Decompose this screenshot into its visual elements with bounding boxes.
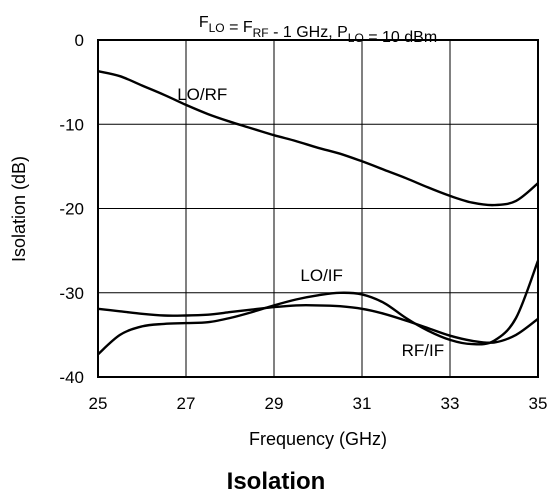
series-label: RF/IF bbox=[402, 341, 445, 360]
title-part: - 1 GHz, P bbox=[269, 24, 348, 41]
title-part: = F bbox=[225, 19, 253, 36]
y-axis-title: Isolation (dB) bbox=[9, 156, 29, 262]
caption: Isolation bbox=[226, 468, 326, 495]
series-line-rf-if bbox=[97, 304, 539, 344]
x-tick-label: 35 bbox=[529, 394, 548, 413]
y-tick-label: -40 bbox=[59, 368, 84, 387]
isolation-chart: FLO = FRF - 1 GHz, PLO = 10 dBm 25 27 29 31… bbox=[9, 14, 547, 449]
tick-labels: 25 27 29 31 33 35 0 -10 -20 -30 -40 bbox=[59, 31, 547, 413]
series-line-lo-rf bbox=[97, 70, 539, 207]
title-part: = 10 dBm bbox=[364, 29, 437, 46]
x-tick-label: 25 bbox=[89, 394, 108, 413]
y-tick-label: -20 bbox=[59, 200, 84, 219]
x-tick-label: 33 bbox=[441, 394, 460, 413]
x-tick-label: 27 bbox=[177, 394, 196, 413]
plot-frame bbox=[97, 39, 539, 378]
series-labels: LO/RF LO/IF RF/IF bbox=[177, 85, 444, 360]
title-subscript: LO bbox=[348, 31, 364, 45]
series-label: LO/RF bbox=[177, 85, 227, 104]
y-tick-label: 0 bbox=[75, 31, 84, 50]
y-tick-label: -30 bbox=[59, 284, 84, 303]
series-line-lo-if bbox=[97, 260, 540, 356]
series-label: LO/IF bbox=[300, 266, 343, 285]
title-subscript: RF bbox=[253, 26, 269, 40]
chart-title: FLO = FRF - 1 GHz, PLO = 10 dBm bbox=[199, 14, 437, 46]
x-tick-label: 29 bbox=[265, 394, 284, 413]
x-axis-title: Frequency (GHz) bbox=[249, 429, 387, 449]
title-part: F bbox=[199, 14, 209, 31]
series-layer bbox=[97, 70, 540, 356]
title-subscript: LO bbox=[209, 21, 225, 35]
x-tick-label: 31 bbox=[353, 394, 372, 413]
y-tick-label: -10 bbox=[59, 115, 84, 134]
grid bbox=[97, 39, 539, 378]
